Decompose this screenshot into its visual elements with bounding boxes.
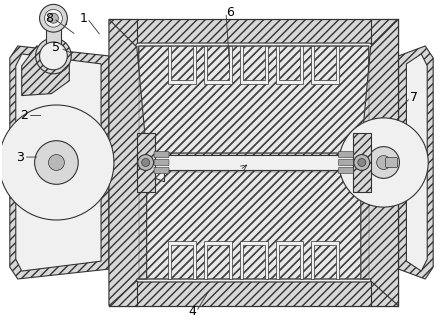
Polygon shape: [139, 46, 369, 172]
Circle shape: [138, 155, 154, 170]
FancyBboxPatch shape: [338, 160, 354, 165]
Text: 2: 2: [20, 109, 27, 122]
Text: 5: 5: [52, 42, 60, 55]
Circle shape: [368, 147, 400, 178]
Polygon shape: [240, 46, 268, 84]
Circle shape: [354, 155, 370, 170]
FancyBboxPatch shape: [385, 158, 397, 167]
Bar: [371, 19, 398, 306]
Circle shape: [339, 118, 428, 207]
Polygon shape: [204, 241, 232, 279]
Polygon shape: [22, 46, 69, 96]
Bar: [353, 133, 371, 192]
Circle shape: [39, 42, 67, 70]
Circle shape: [142, 159, 150, 166]
FancyBboxPatch shape: [154, 167, 169, 174]
Polygon shape: [139, 153, 369, 279]
Polygon shape: [311, 241, 339, 279]
Polygon shape: [10, 46, 109, 279]
Polygon shape: [109, 19, 147, 306]
Polygon shape: [276, 46, 303, 84]
Bar: [41, 14, 66, 24]
Polygon shape: [16, 54, 101, 271]
Polygon shape: [276, 241, 303, 279]
FancyBboxPatch shape: [136, 43, 372, 156]
Polygon shape: [168, 241, 196, 279]
Text: 1: 1: [79, 12, 87, 25]
Text: 4: 4: [188, 305, 196, 318]
Circle shape: [39, 4, 67, 32]
Polygon shape: [240, 241, 268, 279]
Text: 3: 3: [16, 150, 23, 163]
Text: 6: 6: [226, 6, 234, 19]
Bar: [46, 18, 62, 48]
Text: 7: 7: [410, 91, 418, 104]
Circle shape: [35, 141, 78, 184]
Polygon shape: [168, 46, 196, 84]
Bar: [139, 172, 369, 279]
FancyBboxPatch shape: [136, 169, 372, 282]
Bar: [137, 133, 155, 192]
Circle shape: [0, 105, 114, 220]
Circle shape: [48, 13, 58, 23]
Polygon shape: [406, 54, 427, 271]
Polygon shape: [398, 46, 433, 279]
Bar: [139, 46, 369, 153]
Circle shape: [35, 38, 71, 74]
FancyBboxPatch shape: [154, 160, 169, 165]
Polygon shape: [361, 19, 398, 306]
Bar: [137, 155, 371, 170]
Bar: [109, 19, 398, 47]
Text: 8: 8: [46, 12, 54, 25]
Polygon shape: [311, 46, 339, 84]
Circle shape: [377, 156, 391, 169]
Bar: [109, 19, 137, 306]
Polygon shape: [204, 46, 232, 84]
FancyBboxPatch shape: [338, 167, 354, 174]
FancyBboxPatch shape: [154, 151, 169, 158]
FancyBboxPatch shape: [338, 151, 354, 158]
Circle shape: [48, 155, 64, 170]
Circle shape: [45, 9, 62, 27]
Bar: [109, 281, 398, 306]
Circle shape: [358, 159, 366, 166]
